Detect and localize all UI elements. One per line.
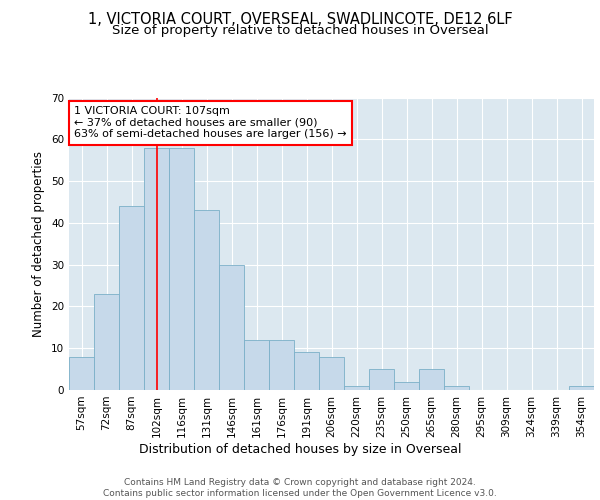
Y-axis label: Number of detached properties: Number of detached properties xyxy=(32,151,46,337)
Bar xyxy=(269,340,294,390)
Text: Contains HM Land Registry data © Crown copyright and database right 2024.
Contai: Contains HM Land Registry data © Crown c… xyxy=(103,478,497,498)
Bar xyxy=(294,352,319,390)
Bar xyxy=(94,294,119,390)
Bar xyxy=(119,206,144,390)
Bar xyxy=(419,369,444,390)
Bar xyxy=(444,386,469,390)
Bar xyxy=(144,148,169,390)
Bar xyxy=(319,356,344,390)
Bar xyxy=(69,356,94,390)
Text: 1 VICTORIA COURT: 107sqm
← 37% of detached houses are smaller (90)
63% of semi-d: 1 VICTORIA COURT: 107sqm ← 37% of detach… xyxy=(74,106,347,140)
Bar xyxy=(169,148,194,390)
Bar xyxy=(344,386,369,390)
Bar xyxy=(194,210,219,390)
Text: Size of property relative to detached houses in Overseal: Size of property relative to detached ho… xyxy=(112,24,488,37)
Bar xyxy=(394,382,419,390)
Bar xyxy=(219,264,244,390)
Bar xyxy=(244,340,269,390)
Text: 1, VICTORIA COURT, OVERSEAL, SWADLINCOTE, DE12 6LF: 1, VICTORIA COURT, OVERSEAL, SWADLINCOTE… xyxy=(88,12,512,28)
Bar xyxy=(569,386,594,390)
Bar xyxy=(369,369,394,390)
Text: Distribution of detached houses by size in Overseal: Distribution of detached houses by size … xyxy=(139,442,461,456)
